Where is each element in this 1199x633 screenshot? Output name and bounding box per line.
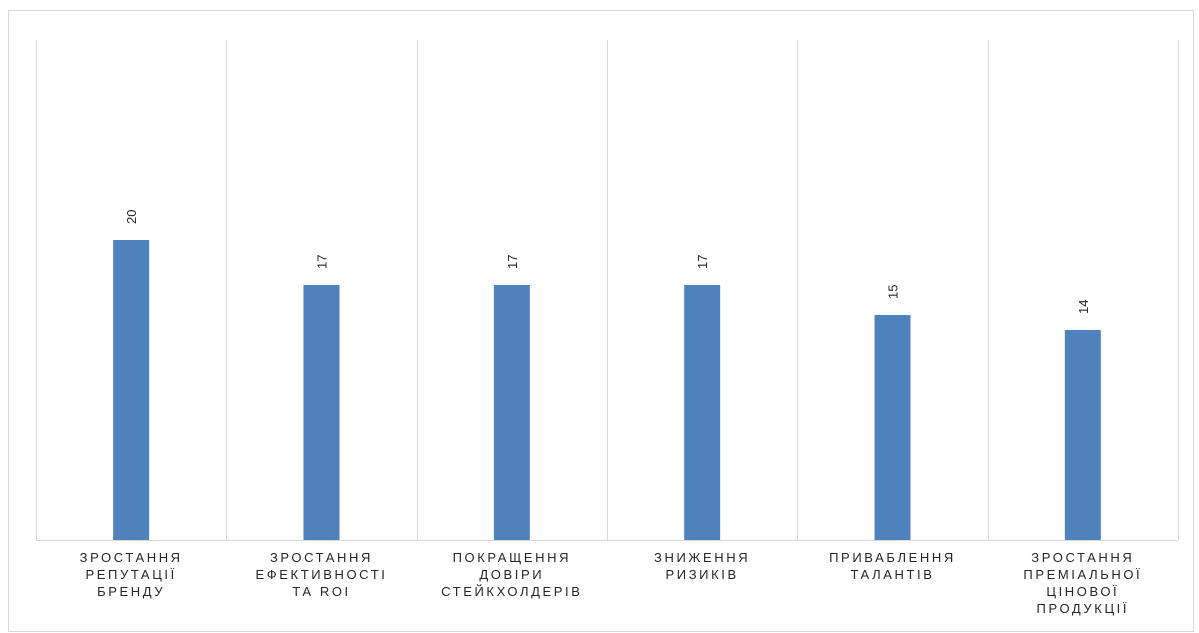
bar-3 — [493, 285, 530, 540]
chart-frame — [8, 10, 1194, 632]
bar-6 — [1064, 330, 1101, 540]
category-label-3: ПОКРАЩЕННЯ ДОВІРИ СТЕЙКХОЛДЕРІВ — [441, 550, 583, 599]
bars — [113, 240, 1101, 540]
category-label-1: ЗРОСТАННЯ РЕПУТАЦІЇ БРЕНДУ — [79, 550, 183, 599]
bar-5 — [874, 315, 911, 540]
category-label-6: ЗРОСТАННЯ ПРЕМІАЛЬНОЇ ЦІНОВОЇ ПРОДУКЦІЇ — [1023, 550, 1143, 616]
data-label-1: 20 — [124, 210, 139, 224]
data-label-5: 15 — [886, 285, 901, 299]
data-label-4: 17 — [695, 255, 710, 269]
category-gridlines — [36, 40, 1179, 540]
category-label-4: ЗНИЖЕННЯ РИЗИКІВ — [654, 550, 751, 582]
data-label-6: 14 — [1076, 300, 1091, 314]
category-label-2: ЗРОСТАННЯ ЕФЕКТИВНОСТІ ТА ROI — [255, 550, 388, 599]
bar-2 — [303, 285, 340, 540]
category-label-5: ПРИВАБЛЕННЯ ТАЛАНТІВ — [829, 550, 956, 582]
data-label-2: 17 — [315, 255, 330, 269]
bar-1 — [113, 240, 150, 540]
data-label-3: 17 — [505, 255, 520, 269]
bar-4 — [684, 285, 721, 540]
data-labels: 20 17 17 17 15 14 — [124, 210, 1091, 314]
